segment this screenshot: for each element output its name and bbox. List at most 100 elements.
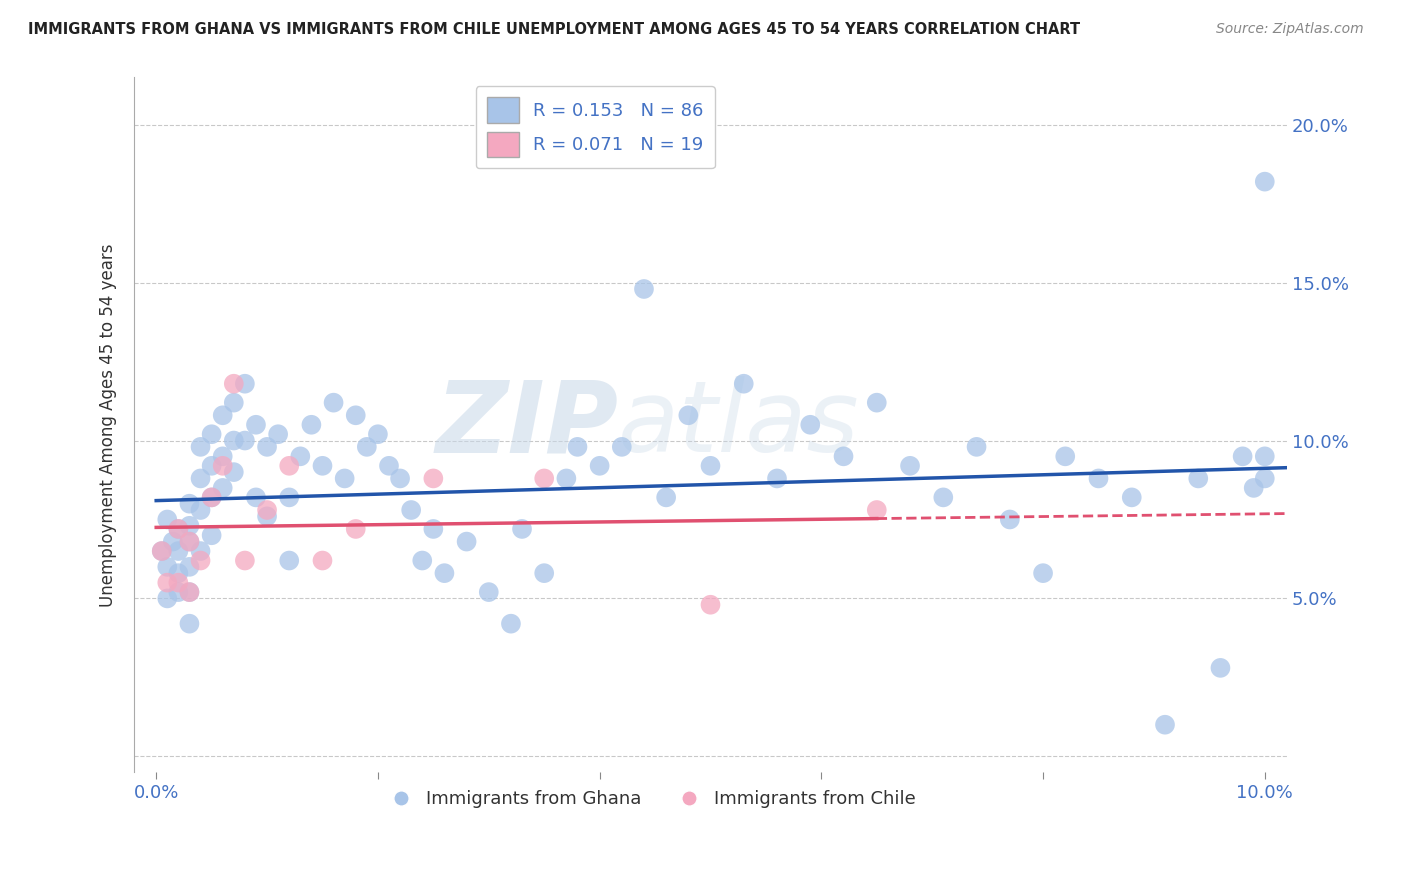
Point [533, 566, 555, 581]
Point [378, 458, 401, 473]
Point [179, 518, 201, 533]
Point [1121, 491, 1143, 505]
Point [1054, 450, 1077, 464]
Point [678, 409, 700, 423]
Point [167, 575, 190, 590]
Text: Source: ZipAtlas.com: Source: ZipAtlas.com [1216, 22, 1364, 37]
Point [456, 534, 478, 549]
Point [633, 282, 655, 296]
Point [156, 575, 179, 590]
Point [478, 585, 501, 599]
Point [156, 591, 179, 606]
Point [499, 616, 522, 631]
Point [245, 417, 267, 432]
Point [998, 512, 1021, 526]
Point [422, 522, 444, 536]
Point [555, 471, 578, 485]
Text: atlas: atlas [619, 376, 860, 474]
Point [311, 553, 333, 567]
Point [211, 458, 233, 473]
Point [433, 566, 456, 581]
Point [211, 481, 233, 495]
Point [167, 585, 190, 599]
Point [344, 409, 367, 423]
Point [1243, 481, 1265, 495]
Point [866, 395, 889, 409]
Point [179, 616, 201, 631]
Point [201, 491, 224, 505]
Point [399, 503, 422, 517]
Point [201, 491, 224, 505]
Point [190, 553, 212, 567]
Point [299, 417, 322, 432]
Point [588, 458, 610, 473]
Point [179, 497, 201, 511]
Point [1254, 450, 1277, 464]
Point [179, 585, 201, 599]
Point [256, 509, 278, 524]
Point [156, 512, 179, 526]
Text: IMMIGRANTS FROM GHANA VS IMMIGRANTS FROM CHILE UNEMPLOYMENT AMONG AGES 45 TO 54 : IMMIGRANTS FROM GHANA VS IMMIGRANTS FROM… [28, 22, 1080, 37]
Point [411, 553, 433, 567]
Point [179, 559, 201, 574]
Point [1032, 566, 1054, 581]
Point [150, 544, 173, 558]
Point [167, 522, 190, 536]
Point [201, 458, 224, 473]
Point [211, 409, 233, 423]
Point [156, 559, 179, 574]
Point [1187, 471, 1209, 485]
Point [190, 440, 212, 454]
Point [179, 534, 201, 549]
Point [201, 528, 224, 542]
Point [256, 440, 278, 454]
Point [1209, 661, 1232, 675]
Point [1154, 717, 1177, 731]
Point [201, 427, 224, 442]
Point [1232, 450, 1254, 464]
Point [866, 503, 889, 517]
Point [222, 465, 245, 479]
Point [190, 544, 212, 558]
Point [150, 544, 173, 558]
Point [179, 534, 201, 549]
Point [1087, 471, 1109, 485]
Point [1254, 175, 1277, 189]
Point [278, 553, 301, 567]
Point [278, 491, 301, 505]
Point [222, 395, 245, 409]
Point [256, 503, 278, 517]
Point [267, 427, 290, 442]
Point [167, 544, 190, 558]
Point [1254, 471, 1277, 485]
Point [233, 376, 256, 391]
Point [211, 450, 233, 464]
Point [898, 458, 921, 473]
Point [245, 491, 267, 505]
Point [766, 471, 789, 485]
Point [966, 440, 988, 454]
Point [367, 427, 389, 442]
Point [610, 440, 633, 454]
Point [162, 534, 184, 549]
Point [167, 522, 190, 536]
Point [233, 434, 256, 448]
Point [179, 585, 201, 599]
Point [356, 440, 378, 454]
Point [167, 566, 190, 581]
Point [510, 522, 533, 536]
Point [190, 503, 212, 517]
Point [733, 376, 755, 391]
Point [533, 471, 555, 485]
Point [799, 417, 821, 432]
Point [322, 395, 344, 409]
Point [290, 450, 312, 464]
Point [233, 553, 256, 567]
Point [311, 458, 333, 473]
Point [699, 598, 721, 612]
Point [222, 434, 245, 448]
Point [832, 450, 855, 464]
Point [422, 471, 444, 485]
Point [190, 471, 212, 485]
Point [389, 471, 412, 485]
